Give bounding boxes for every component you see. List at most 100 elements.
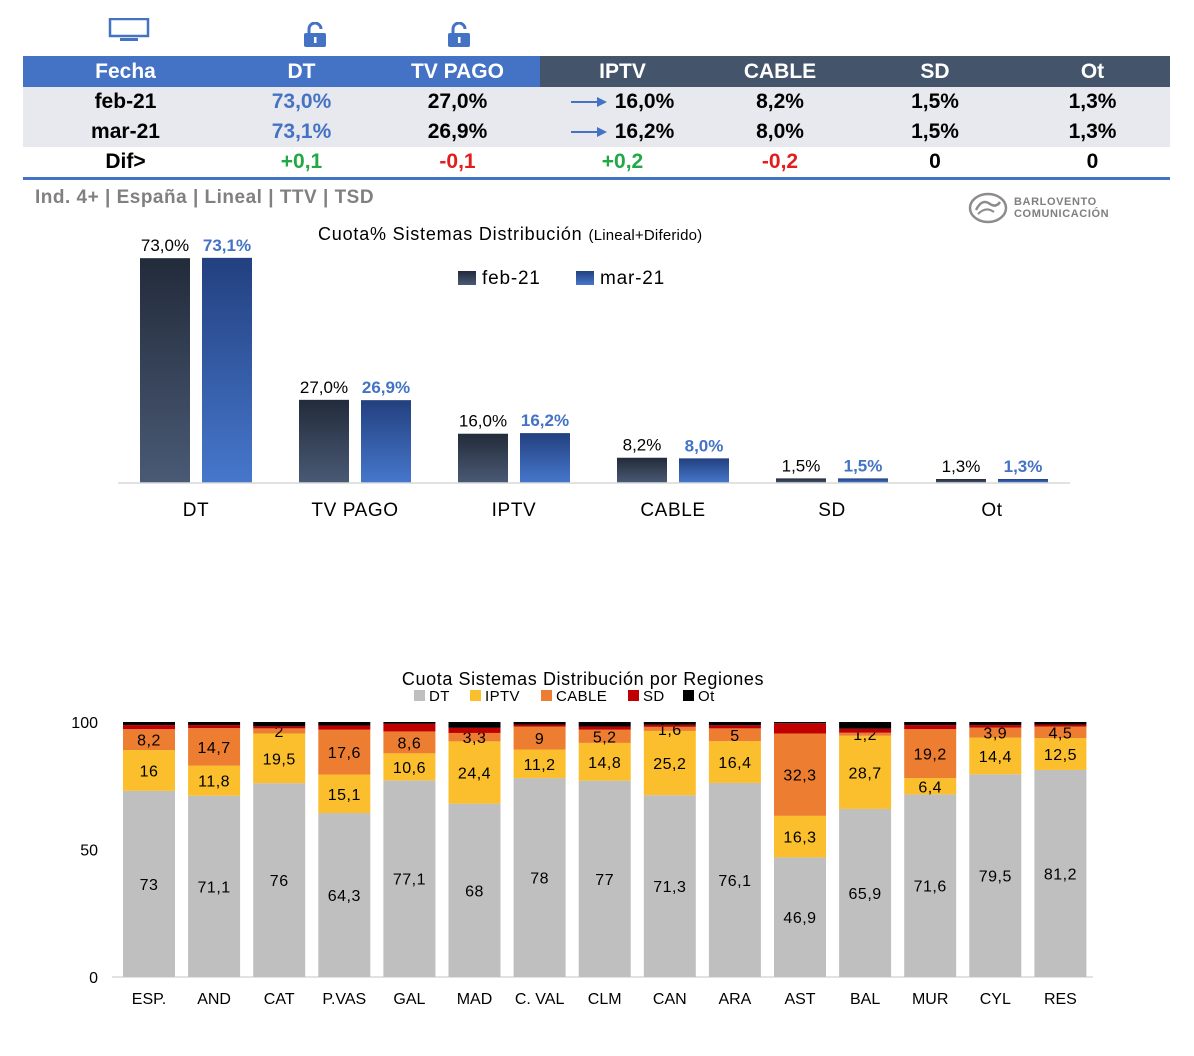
segment-IPTV-C. VAL bbox=[513, 749, 566, 779]
cell-dt: 73,1% bbox=[271, 120, 332, 143]
y-tick-label: 100 bbox=[71, 715, 98, 732]
segment-Ot-CYL bbox=[969, 722, 1022, 726]
cell-iptv: 16,2% bbox=[540, 120, 705, 144]
segment-DT-CLM bbox=[578, 780, 631, 977]
legend-swatch-mar bbox=[576, 271, 594, 285]
dif-sd: 0 bbox=[929, 150, 941, 173]
bar-feb-21-DT bbox=[140, 258, 190, 483]
segment-Ot-CAN bbox=[643, 722, 696, 725]
table-row: feb-21 73,0% 27,0% 16,0% 8,2% 1,5% 1,3% bbox=[23, 87, 1170, 117]
data-label: 77,1 bbox=[393, 872, 426, 889]
data-label: 3,9 bbox=[983, 726, 1007, 743]
dif-label: Dif> bbox=[105, 150, 146, 173]
x-tick-label: CYL bbox=[980, 991, 1011, 1008]
header-dt: DT bbox=[228, 56, 375, 87]
x-tick-label: CLM bbox=[588, 991, 622, 1008]
cell-tvpago: 27,0% bbox=[427, 90, 488, 113]
data-label: 16,2% bbox=[521, 411, 569, 430]
x-tick-label: P.VAS bbox=[322, 991, 366, 1008]
chart2-title: Cuota Sistemas Distribución por Regiones bbox=[402, 669, 764, 689]
bar-feb-21-SD bbox=[776, 478, 826, 483]
segment-CABLE-AST bbox=[774, 733, 826, 816]
x-tick-label: Ot bbox=[981, 500, 1002, 521]
logo-line1: BARLOVENTO bbox=[1014, 196, 1097, 208]
segment-DT-MUR bbox=[904, 794, 957, 977]
segment-DT-CAT bbox=[253, 783, 306, 977]
data-label: 71,1 bbox=[198, 879, 231, 896]
arrow-right-icon bbox=[570, 127, 607, 138]
logo-line2: COMUNICACIÓN bbox=[1014, 208, 1110, 220]
x-tick-label: MAD bbox=[457, 991, 493, 1008]
data-label: 71,3 bbox=[653, 879, 686, 896]
segment-DT-P.VAS bbox=[318, 813, 371, 977]
bar-feb-21-IPTV bbox=[458, 433, 508, 483]
data-label: 14,4 bbox=[979, 749, 1012, 766]
segment-SD-ARA bbox=[708, 725, 761, 729]
legend-swatch-SD bbox=[628, 690, 639, 701]
data-label: 1,3% bbox=[942, 457, 981, 476]
data-label: 11,8 bbox=[198, 774, 230, 791]
data-label: 73,0% bbox=[141, 236, 189, 255]
segment-DT-ESP. bbox=[123, 790, 175, 977]
segment-Ot-MAD bbox=[448, 722, 501, 728]
segment-IPTV-CAT bbox=[253, 733, 306, 784]
cell-iptv-value: 16,2% bbox=[614, 120, 675, 143]
cell-dt: 73,0% bbox=[271, 90, 332, 113]
legend-label-DT: DT bbox=[429, 688, 450, 705]
segment-SD-BAL bbox=[839, 728, 892, 733]
segment-DT-AST bbox=[774, 857, 826, 977]
dif-ot: 0 bbox=[1086, 150, 1099, 173]
data-label: 46,9 bbox=[783, 910, 816, 927]
data-label: 1,5% bbox=[782, 456, 821, 475]
segment-Ot-AST bbox=[774, 722, 826, 724]
header-iptv: IPTV bbox=[540, 56, 705, 87]
data-label: 1,3% bbox=[1004, 457, 1043, 476]
segment-Ot-GAL bbox=[383, 722, 436, 724]
x-tick-label: AND bbox=[197, 991, 231, 1008]
segment-SD-GAL bbox=[383, 723, 436, 732]
data-label: 19,2 bbox=[914, 747, 947, 764]
y-tick-label: 50 bbox=[80, 843, 98, 860]
bar-mar-21-Ot bbox=[998, 478, 1048, 483]
data-label: 79,5 bbox=[979, 869, 1012, 886]
summary-table: Fecha DT TV PAGO IPTV CABLE SD Ot feb-21… bbox=[23, 56, 1170, 180]
lock-icon bbox=[448, 22, 470, 47]
header-sd: SD bbox=[855, 56, 1015, 87]
segment-DT-BAL bbox=[839, 808, 892, 977]
bar-mar-21-DT bbox=[202, 257, 252, 483]
data-label: 28,7 bbox=[849, 765, 882, 782]
x-tick-label: DT bbox=[183, 500, 210, 521]
segment-SD-RES bbox=[1034, 724, 1087, 727]
segment-CABLE-P.VAS bbox=[318, 729, 371, 775]
data-label: 16,3 bbox=[783, 830, 816, 847]
x-tick-label: C. VAL bbox=[515, 991, 565, 1008]
segment-CABLE-CYL bbox=[969, 727, 1022, 738]
data-label: 76 bbox=[270, 873, 289, 890]
data-label: 73 bbox=[140, 877, 159, 894]
cell-cable: 8,2% bbox=[756, 90, 804, 113]
cell-ot: 1,3% bbox=[1068, 120, 1117, 143]
data-label: 81,2 bbox=[1044, 866, 1077, 883]
x-tick-label: SD bbox=[818, 500, 846, 521]
cell-iptv-value: 16,0% bbox=[614, 90, 675, 113]
segment-SD-CAT bbox=[253, 726, 306, 729]
x-tick-label: TV PAGO bbox=[311, 500, 398, 521]
legend-swatch-CABLE bbox=[541, 690, 552, 701]
regiones-stacked-chart: Cuota Sistemas Distribución por Regiones… bbox=[71, 669, 1093, 1008]
segment-IPTV-MUR bbox=[904, 778, 957, 795]
segment-IPTV-RES bbox=[1034, 738, 1087, 770]
segment-IPTV-P.VAS bbox=[318, 774, 371, 814]
segment-DT-C. VAL bbox=[513, 778, 566, 977]
dif-cable: -0,2 bbox=[761, 150, 799, 173]
cell-sd: 1,5% bbox=[911, 120, 959, 143]
bar-mar-21-SD bbox=[838, 478, 888, 483]
segment-SD-AST bbox=[774, 723, 826, 734]
segment-CABLE-CLM bbox=[578, 729, 631, 743]
legend-label-IPTV: IPTV bbox=[485, 688, 520, 705]
data-label: 9 bbox=[535, 731, 544, 748]
segment-SD-MUR bbox=[904, 725, 957, 730]
data-label: 78 bbox=[530, 871, 549, 888]
data-label: 17,6 bbox=[328, 745, 361, 762]
segment-CABLE-RES bbox=[1034, 726, 1087, 739]
segment-IPTV-MAD bbox=[448, 741, 501, 804]
